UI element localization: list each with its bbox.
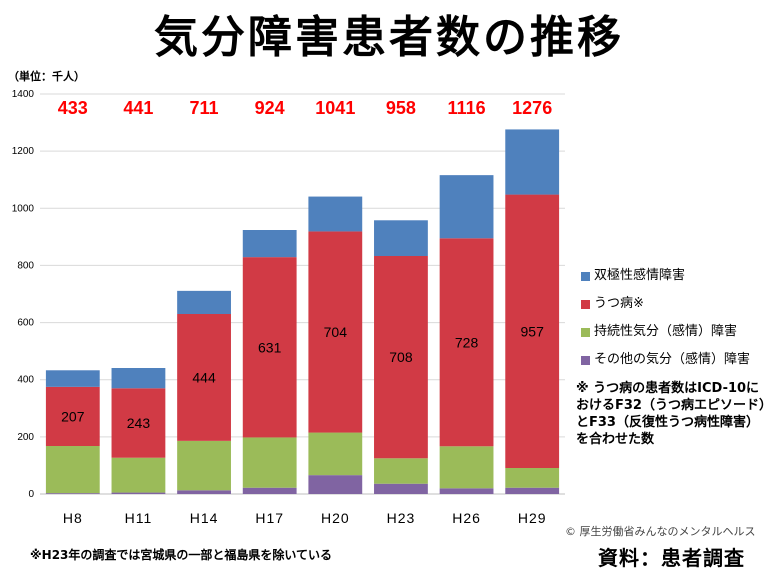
- bar-segment: [505, 194, 560, 469]
- x-tick-label: H29: [518, 510, 547, 526]
- bar-segment: [111, 388, 166, 458]
- bar-segment: [111, 492, 166, 494]
- x-tick-label: H26: [452, 510, 481, 526]
- legend-item-bipolar: 双極性感情障害: [581, 266, 750, 286]
- segment-data-label: 444: [192, 369, 216, 385]
- bar-segment: [308, 231, 363, 433]
- bar-segment: [111, 457, 166, 493]
- y-tick-label: 800: [17, 260, 34, 271]
- legend-label: 持続性気分（感情）障害: [594, 324, 738, 339]
- bar-segment: [374, 483, 428, 494]
- bar-segment: [177, 490, 231, 494]
- bar-segment: [242, 437, 297, 488]
- bar-segment: [45, 386, 100, 446]
- bar-segment: [242, 230, 297, 258]
- bar-segment: [505, 468, 560, 488]
- legend-label: うつ病※: [594, 296, 644, 311]
- unit-label: （単位：千人）: [8, 70, 85, 83]
- bar-segment: [374, 256, 428, 459]
- y-tick-label: 0: [28, 489, 34, 500]
- x-tick-label: H20: [321, 510, 350, 526]
- copyright-credit: © 厚生労働省みんなのメンタルヘルス: [565, 525, 756, 538]
- segment-data-label: 957: [521, 323, 545, 339]
- bar-segment: [242, 257, 297, 438]
- x-tick-label: H23: [387, 510, 416, 526]
- bar-segment: [111, 368, 166, 389]
- total-label: 958: [386, 98, 416, 118]
- total-label: 1116: [448, 98, 486, 118]
- segment-data-label: 708: [389, 349, 413, 365]
- y-tick-label: 1000: [12, 203, 35, 214]
- bar-segment: [45, 446, 100, 494]
- total-label: 924: [255, 98, 285, 118]
- bar-segment: [45, 370, 100, 387]
- total-label: 1276: [512, 98, 552, 118]
- bar-segment: [45, 493, 100, 494]
- total-label: 1041: [315, 98, 355, 118]
- bar-segment: [177, 314, 231, 441]
- legend-label: 双極性感情障害: [594, 268, 686, 283]
- total-label: 711: [190, 98, 219, 118]
- x-tick-label: H11: [125, 510, 153, 526]
- chart-title: 気分障害患者数の推移: [154, 12, 624, 63]
- depression-definition-note: ※ うつ病の患者数はICD-10におけるF32（うつ病エピソード）とF33（反復…: [576, 381, 766, 447]
- x-tick-label: H8: [63, 510, 83, 526]
- x-tick-label: H17: [255, 510, 284, 526]
- legend-swatch: [581, 271, 590, 281]
- legend-label: その他の気分（感情）障害: [594, 352, 751, 367]
- bar-segment: [439, 488, 494, 494]
- segment-data-label: 243: [127, 415, 151, 431]
- y-tick-label: 400: [17, 375, 34, 386]
- y-tick-label: 200: [17, 432, 34, 443]
- bar-segment: [439, 446, 494, 489]
- source-label: 資料：患者調査: [598, 546, 745, 570]
- bar-segment: [308, 475, 363, 494]
- bar-segment: [505, 487, 560, 494]
- segment-data-label: 704: [324, 324, 348, 340]
- total-label: 441: [123, 98, 153, 118]
- legend-swatch: [581, 355, 590, 365]
- segment-data-label: 207: [61, 408, 85, 424]
- segment-data-label: 631: [258, 339, 282, 355]
- segment-data-label: 728: [455, 334, 479, 350]
- y-tick-label: 600: [17, 318, 34, 329]
- total-label: 433: [58, 98, 88, 118]
- bar-segment: [505, 129, 560, 195]
- legend: 双極性感情障害 うつ病※ 持続性気分（感情）障害 その他の気分（感情）障害: [581, 266, 750, 378]
- bar-segment: [439, 175, 494, 239]
- bar-segment: [374, 220, 428, 256]
- legend-item-other: その他の気分（感情）障害: [581, 350, 750, 370]
- legend-item-depression: うつ病※: [581, 294, 750, 314]
- bar-segment: [177, 440, 231, 491]
- bar-segment: [308, 432, 363, 476]
- survey-footnote: ※H23年の調査では宮城県の一部と福島県を除いている: [30, 548, 333, 562]
- bar-segment: [242, 487, 297, 494]
- x-tick-label: H14: [190, 510, 219, 526]
- bar-segment: [439, 238, 494, 447]
- y-tick-label: 1200: [12, 146, 35, 157]
- legend-item-persistent: 持続性気分（感情）障害: [581, 322, 750, 342]
- legend-swatch: [581, 299, 590, 309]
- legend-swatch: [581, 327, 590, 337]
- y-tick-label: 1400: [12, 89, 35, 100]
- bar-segment: [374, 458, 428, 484]
- bar-segment: [177, 290, 231, 314]
- bar-segment: [308, 196, 363, 232]
